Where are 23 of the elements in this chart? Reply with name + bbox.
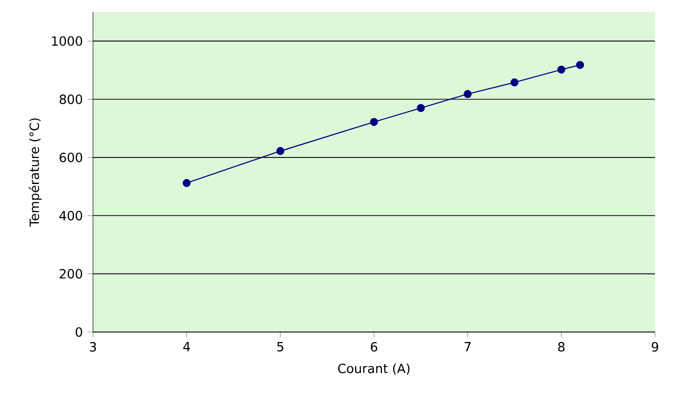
point	[182, 179, 191, 188]
point	[510, 78, 519, 86]
y-tick-label: 1000	[52, 36, 82, 46]
x-tick-label: 5	[277, 342, 284, 352]
y-axis-title: Température (°C)	[28, 118, 42, 227]
point	[464, 90, 472, 98]
point	[416, 104, 425, 112]
x-tick-label: 7	[464, 342, 471, 352]
x-tick-label: 3	[90, 342, 96, 352]
y-tick-label: 400	[59, 210, 82, 220]
point	[276, 147, 284, 156]
point	[557, 66, 566, 74]
x-tick-label: 6	[370, 342, 378, 352]
point	[576, 60, 584, 69]
y-tick-label: 600	[60, 152, 82, 162]
point	[370, 118, 378, 126]
y-tick-label: 0	[76, 327, 82, 337]
y-tick-label: 200	[60, 269, 82, 279]
x-tick-label: 8	[558, 342, 565, 352]
y-tick-label: 800	[60, 94, 82, 104]
x-tick-label: 4	[183, 342, 190, 352]
x-tick-label: 9	[652, 342, 658, 352]
x-axis-title: Courant (A)	[338, 363, 410, 375]
